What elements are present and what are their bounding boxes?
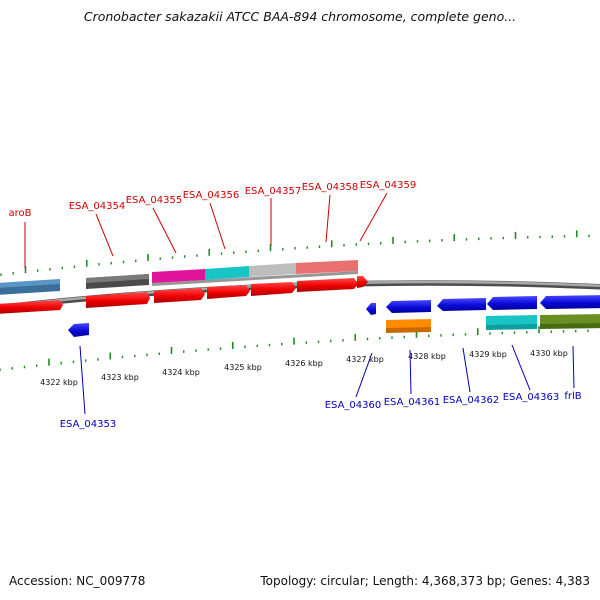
gene-label-esa04358[interactable]: ESA_04358	[302, 182, 359, 193]
reverse-cog-track	[386, 314, 600, 333]
scale-label: 4323 kbp	[101, 373, 139, 382]
gene-label-esa04357[interactable]: ESA_04357	[245, 186, 302, 197]
outer-tick-marks	[0, 230, 590, 276]
cds-esa04362[interactable]	[437, 298, 486, 311]
scale-label: 4325 kbp	[224, 363, 262, 372]
cds-esa04363[interactable]	[487, 296, 537, 310]
reverse-cds-track	[68, 295, 600, 337]
gene-label-esa04356[interactable]: ESA_04356	[183, 190, 240, 201]
scale-label: 4326 kbp	[285, 359, 323, 368]
cds-esa04359[interactable]	[357, 276, 368, 288]
cds-esa04353[interactable]	[68, 323, 89, 337]
gene-label-esa04362[interactable]: ESA_04362	[443, 395, 500, 406]
cds-esa04358[interactable]	[297, 278, 358, 292]
forward-cds-track	[0, 276, 368, 314]
reverse-gene-labels: ESA_04353 ESA_04360 ESA_04361 ESA_04362 …	[60, 391, 582, 430]
forward-gene-labels: aroB ESA_04354 ESA_04355 ESA_04356 ESA_0…	[9, 180, 417, 219]
cog-box-esa04357[interactable]	[249, 263, 296, 277]
scale-label: 4328 kbp	[408, 352, 446, 361]
gene-label-arob[interactable]: aroB	[9, 208, 32, 219]
accession-text: Accession: NC_009778	[9, 574, 146, 588]
scale-label: 4324 kbp	[162, 368, 200, 377]
cds-esa04354[interactable]	[86, 292, 150, 308]
map-title: Cronobacter sakazakii ATCC BAA-894 chrom…	[83, 9, 517, 24]
inner-tick-marks	[0, 326, 589, 371]
gene-label-esa04360[interactable]: ESA_04360	[325, 400, 382, 411]
gene-label-esa04355[interactable]: ESA_04355	[126, 195, 183, 206]
cds-esa04360[interactable]	[366, 303, 376, 315]
cog-box-esa04356[interactable]	[205, 266, 249, 280]
gene-label-esa04354[interactable]: ESA_04354	[69, 201, 126, 212]
cds-esa04356[interactable]	[207, 285, 250, 299]
gene-label-esa04361[interactable]: ESA_04361	[384, 397, 441, 408]
scale-label: 4329 kbp	[469, 350, 507, 359]
scale-labels: 4322 kbp 4323 kbp 4324 kbp 4325 kbp 4326…	[40, 349, 568, 387]
gene-label-esa04359[interactable]: ESA_04359	[360, 180, 417, 191]
forward-cog-track	[0, 260, 358, 295]
gene-label-frlb[interactable]: frlB	[564, 391, 581, 402]
reverse-label-leaders	[79, 344, 575, 415]
gene-label-esa04353[interactable]: ESA_04353	[60, 419, 117, 430]
cds-frlb[interactable]	[540, 295, 600, 309]
scale-label: 4322 kbp	[40, 378, 78, 387]
cds-esa04355[interactable]	[154, 288, 205, 303]
topology-text: Topology: circular; Length: 4,368,373 bp…	[260, 574, 590, 588]
forward-label-leaders	[24, 192, 388, 268]
cog-box-esa04358[interactable]	[296, 260, 358, 274]
gene-label-esa04363[interactable]: ESA_04363	[503, 392, 560, 403]
cds-esa04357[interactable]	[251, 282, 296, 296]
scale-label: 4330 kbp	[530, 349, 568, 358]
cds-arob[interactable]	[0, 300, 63, 314]
cds-esa04361[interactable]	[386, 300, 431, 313]
scale-label: 4327 kbp	[346, 355, 384, 364]
cog-box-esa04355[interactable]	[152, 269, 205, 283]
